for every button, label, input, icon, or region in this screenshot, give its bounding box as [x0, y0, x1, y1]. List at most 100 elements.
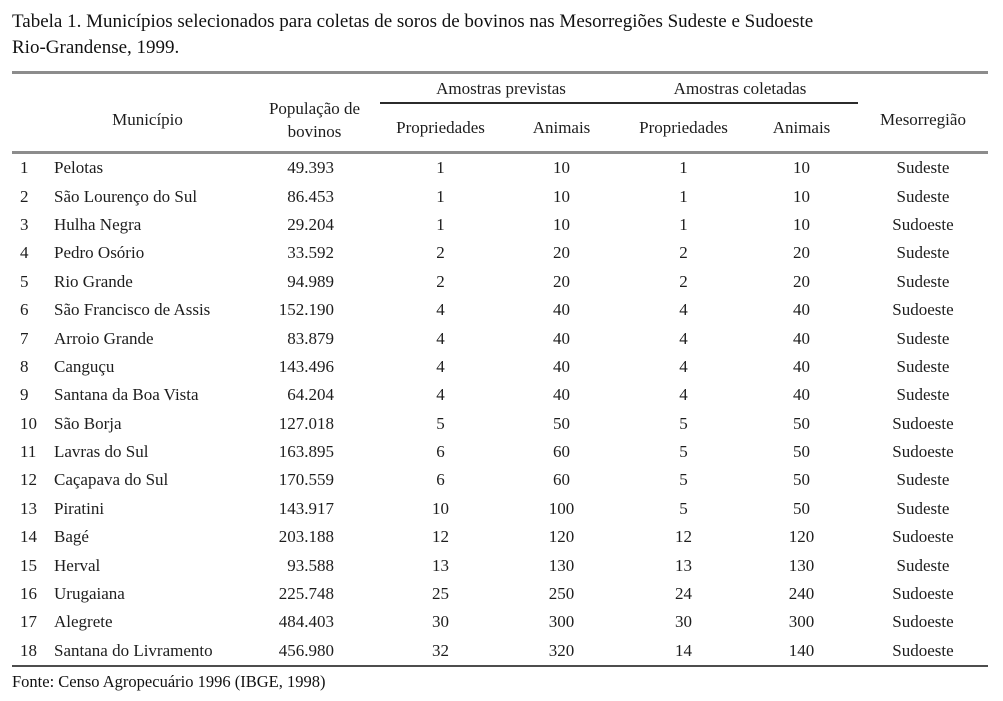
cell-previstas-animais: 40 — [553, 300, 570, 320]
cell-previstas-propriedades: 4 — [436, 300, 445, 320]
table-row: 3 Hulha Negra 29.204 1 10 1 10 Sudoeste — [12, 211, 988, 239]
cell-populacao-bovinos: 152.190 — [278, 300, 334, 320]
cell-coletadas-animais: 40 — [793, 385, 810, 405]
cell-coletadas-animais: 50 — [793, 470, 810, 490]
cell-municipio: Herval — [54, 555, 101, 575]
cell-coletadas-propriedades: 30 — [675, 612, 692, 632]
cell-populacao-bovinos: 83.879 — [287, 328, 334, 348]
cell-mesorregiao: Sudoeste — [892, 584, 954, 604]
cell-previstas-animais: 20 — [553, 243, 570, 263]
cell-previstas-propriedades: 4 — [436, 328, 445, 348]
cell-municipio: Canguçu — [54, 356, 115, 376]
cell-mesorregiao: Sudoeste — [892, 612, 954, 632]
cell-coletadas-animais: 20 — [793, 271, 810, 291]
cell-row-number: 15 — [20, 555, 37, 575]
cell-municipio: São Borja — [54, 413, 122, 433]
cell-row-number: 11 — [20, 442, 37, 462]
cell-previstas-propriedades: 13 — [432, 555, 449, 575]
table-header: Município População de bovinos Amostras … — [12, 71, 988, 153]
cell-populacao-bovinos: 64.204 — [287, 385, 334, 405]
cell-populacao-bovinos: 143.496 — [278, 356, 334, 376]
cell-mesorregiao: Sudeste — [896, 385, 950, 405]
table-row: 15 Herval 93.588 13 130 13 130 Sudeste — [12, 551, 988, 579]
cell-previstas-animais: 20 — [553, 271, 570, 291]
cell-coletadas-animais: 240 — [788, 584, 815, 604]
cell-previstas-animais: 40 — [553, 328, 570, 348]
group-header-row: Município População de bovinos Amostras … — [12, 71, 988, 153]
cell-previstas-propriedades: 4 — [436, 356, 445, 376]
cell-row-number: 3 — [20, 214, 29, 234]
cell-mesorregiao: Sudeste — [896, 356, 950, 376]
cell-mesorregiao: Sudeste — [896, 498, 950, 518]
cell-municipio: Caçapava do Sul — [54, 470, 169, 490]
cell-coletadas-propriedades: 4 — [679, 328, 688, 348]
cell-row-number: 6 — [20, 300, 29, 320]
cell-coletadas-propriedades: 4 — [679, 300, 688, 320]
cell-municipio: São Lourenço do Sul — [54, 186, 198, 206]
cell-mesorregiao: Sudeste — [896, 186, 950, 206]
cell-mesorregiao: Sudoeste — [892, 527, 954, 547]
cell-mesorregiao: Sudeste — [896, 328, 950, 348]
cell-municipio: Lavras do Sul — [54, 442, 149, 462]
col-header-populacao: População de bovinos — [261, 71, 380, 153]
cell-row-number: 17 — [20, 612, 37, 632]
table-row: 6 São Francisco de Assis 152.190 4 40 4 … — [12, 296, 988, 324]
cell-previstas-propriedades: 25 — [432, 584, 449, 604]
cell-municipio: Alegrete — [54, 612, 113, 632]
cell-row-number: 5 — [20, 271, 29, 291]
table-row: 17 Alegrete 484.403 30 300 30 300 Sudoes… — [12, 608, 988, 636]
table-caption: Tabela 1. Municípios selecionados para c… — [12, 9, 994, 61]
cell-previstas-propriedades: 5 — [436, 413, 445, 433]
data-table: Município População de bovinos Amostras … — [12, 71, 988, 668]
cell-coletadas-animais: 50 — [793, 498, 810, 518]
cell-row-number: 2 — [20, 186, 29, 206]
cell-municipio: Arroio Grande — [54, 328, 154, 348]
cell-coletadas-propriedades: 12 — [675, 527, 692, 547]
table-row: 11 Lavras do Sul 163.895 6 60 5 50 Sudoe… — [12, 438, 988, 466]
table-row: 8 Canguçu 143.496 4 40 4 40 Sudeste — [12, 353, 988, 381]
cell-municipio: Rio Grande — [54, 271, 133, 291]
cell-previstas-animais: 10 — [553, 214, 570, 234]
cell-coletadas-propriedades: 1 — [622, 151, 745, 183]
cell-previstas-animais: 250 — [548, 584, 575, 604]
table-row: 9 Santana da Boa Vista 64.204 4 40 4 40 … — [12, 381, 988, 409]
cell-previstas-animais: 130 — [548, 555, 575, 575]
cell-row-number: 12 — [20, 470, 37, 490]
cell-mesorregiao: Sudeste — [896, 555, 950, 575]
cell-previstas-animais: 60 — [553, 470, 570, 490]
cell-coletadas-animais: 300 — [788, 612, 815, 632]
cell-coletadas-animais: 40 — [793, 300, 810, 320]
table-row: 10 São Borja 127.018 5 50 5 50 Sudoeste — [12, 410, 988, 438]
table-row: 1 Pelotas 49.393 1 10 1 10 Sudeste — [12, 151, 988, 183]
cell-row-number: 10 — [20, 413, 37, 433]
cell-row-number: 14 — [20, 527, 37, 547]
cell-coletadas-propriedades: 5 — [679, 442, 688, 462]
table-row: 7 Arroio Grande 83.879 4 40 4 40 Sudeste — [12, 324, 988, 352]
cell-mesorregiao: Sudoeste — [892, 413, 954, 433]
cell-coletadas-propriedades: 2 — [679, 243, 688, 263]
cell-previstas-propriedades: 2 — [436, 271, 445, 291]
cell-municipio: Santana do Livramento — [46, 636, 261, 668]
cell-coletadas-animais: 50 — [793, 442, 810, 462]
table-row: 4 Pedro Osório 33.592 2 20 2 20 Sudeste — [12, 239, 988, 267]
col-header-mesorregiao: Mesorregião — [858, 71, 988, 153]
cell-municipio: Bagé — [54, 527, 89, 547]
cell-mesorregiao: Sudoeste — [858, 636, 988, 668]
cell-municipio: Pedro Osório — [54, 243, 145, 263]
cell-row-number: 9 — [20, 385, 29, 405]
cell-coletadas-propriedades: 13 — [675, 555, 692, 575]
cell-populacao-bovinos: 484.403 — [278, 612, 334, 632]
cell-previstas-animais: 10 — [501, 151, 622, 183]
col-header-animais-coletadas: Animais — [772, 117, 831, 137]
cell-coletadas-propriedades: 1 — [679, 214, 688, 234]
cell-municipio: Piratini — [54, 498, 105, 518]
cell-coletadas-propriedades: 14 — [622, 636, 745, 668]
cell-previstas-propriedades: 32 — [380, 636, 501, 668]
cell-coletadas-animais: 10 — [745, 151, 858, 183]
cell-previstas-animais: 40 — [553, 385, 570, 405]
cell-previstas-animais: 320 — [501, 636, 622, 668]
table-row: 5 Rio Grande 94.989 2 20 2 20 Sudeste — [12, 268, 988, 296]
cell-previstas-animais: 120 — [548, 527, 575, 547]
cell-mesorregiao: Sudoeste — [892, 214, 954, 234]
